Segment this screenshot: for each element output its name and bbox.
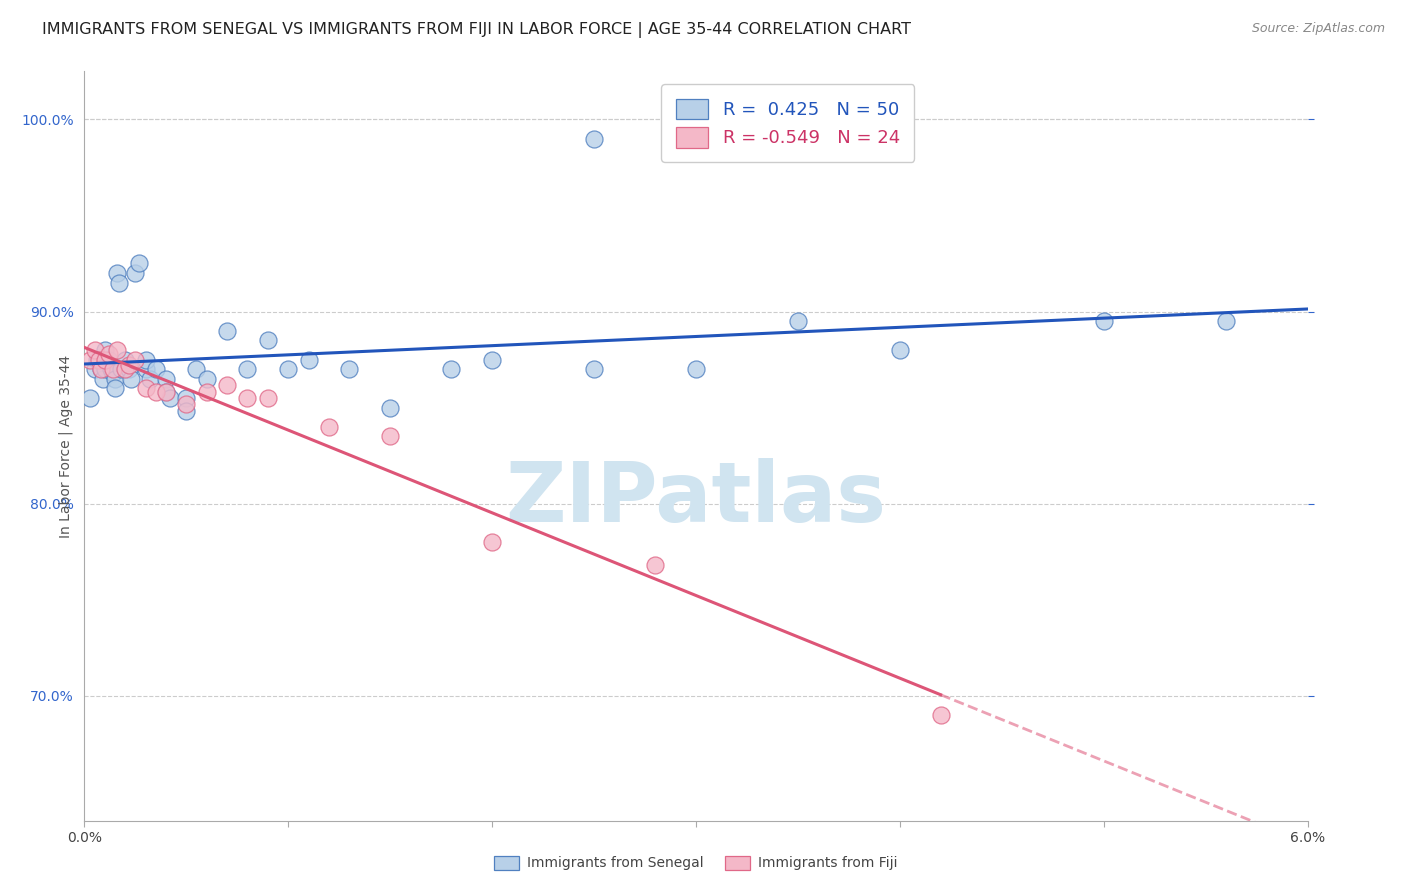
Point	[90, 352, 112, 367]
Point	[138, 372, 160, 386]
Point	[217, 377, 239, 392]
Text: ZIPatlas: ZIPatlas	[506, 458, 886, 539]
Point	[176, 404, 198, 418]
Point	[93, 352, 117, 367]
Point	[176, 391, 198, 405]
Point	[135, 362, 157, 376]
Point	[79, 391, 101, 405]
Point	[87, 352, 110, 367]
Point	[110, 362, 132, 376]
Point	[100, 362, 122, 376]
Point	[124, 266, 146, 280]
Point	[929, 708, 952, 723]
Point	[176, 397, 198, 411]
Point	[114, 352, 136, 367]
Point	[145, 362, 167, 376]
Point	[186, 362, 208, 376]
Point	[114, 362, 136, 376]
Point	[86, 352, 108, 367]
Point	[90, 362, 112, 376]
Point	[236, 391, 259, 405]
Point	[257, 334, 280, 348]
Point	[105, 266, 128, 280]
Point	[277, 362, 299, 376]
Point	[155, 385, 177, 400]
Point	[79, 352, 101, 367]
Point	[128, 256, 150, 270]
Y-axis label: In Labor Force | Age 35-44: In Labor Force | Age 35-44	[59, 354, 73, 538]
Point	[101, 366, 124, 380]
Point	[120, 372, 142, 386]
Point	[889, 343, 911, 357]
Point	[339, 362, 361, 376]
Text: IMMIGRANTS FROM SENEGAL VS IMMIGRANTS FROM FIJI IN LABOR FORCE | AGE 35-44 CORRE: IMMIGRANTS FROM SENEGAL VS IMMIGRANTS FR…	[42, 22, 911, 38]
Point	[481, 352, 503, 367]
Point	[380, 401, 402, 415]
Point	[135, 352, 157, 367]
Point	[787, 314, 810, 328]
Point	[298, 352, 321, 367]
Point	[318, 419, 340, 434]
Point	[97, 347, 120, 361]
Point	[155, 372, 177, 386]
Point	[1215, 314, 1237, 328]
Point	[101, 362, 124, 376]
Point	[104, 372, 127, 386]
Text: Source: ZipAtlas.com: Source: ZipAtlas.com	[1251, 22, 1385, 36]
Point	[118, 359, 141, 373]
Point	[1092, 314, 1115, 328]
Point	[135, 381, 157, 395]
Point	[83, 362, 105, 376]
Point	[257, 391, 280, 405]
Point	[97, 352, 120, 367]
Point	[440, 362, 463, 376]
Point	[217, 324, 239, 338]
Point	[87, 352, 110, 367]
Point	[93, 343, 117, 357]
Point	[644, 558, 666, 573]
Point	[481, 535, 503, 549]
Point	[114, 362, 136, 376]
Point	[159, 391, 181, 405]
Point	[83, 343, 105, 357]
Point	[583, 131, 606, 145]
Point	[124, 352, 146, 367]
Point	[380, 429, 402, 443]
Point	[195, 372, 218, 386]
Point	[105, 343, 128, 357]
Point	[118, 362, 141, 376]
Point	[195, 385, 218, 400]
Point	[93, 362, 117, 376]
Point	[108, 276, 131, 290]
Point	[236, 362, 259, 376]
Point	[685, 362, 707, 376]
Point	[91, 372, 114, 386]
Point	[155, 385, 177, 400]
Point	[90, 362, 112, 376]
Legend: Immigrants from Senegal, Immigrants from Fiji: Immigrants from Senegal, Immigrants from…	[488, 848, 904, 878]
Point	[104, 381, 127, 395]
Point	[145, 385, 167, 400]
Point	[583, 362, 606, 376]
